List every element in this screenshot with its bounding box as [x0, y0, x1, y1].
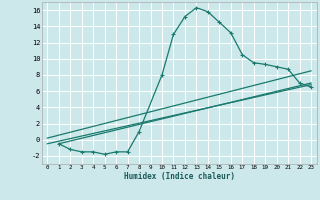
X-axis label: Humidex (Indice chaleur): Humidex (Indice chaleur) [124, 172, 235, 181]
